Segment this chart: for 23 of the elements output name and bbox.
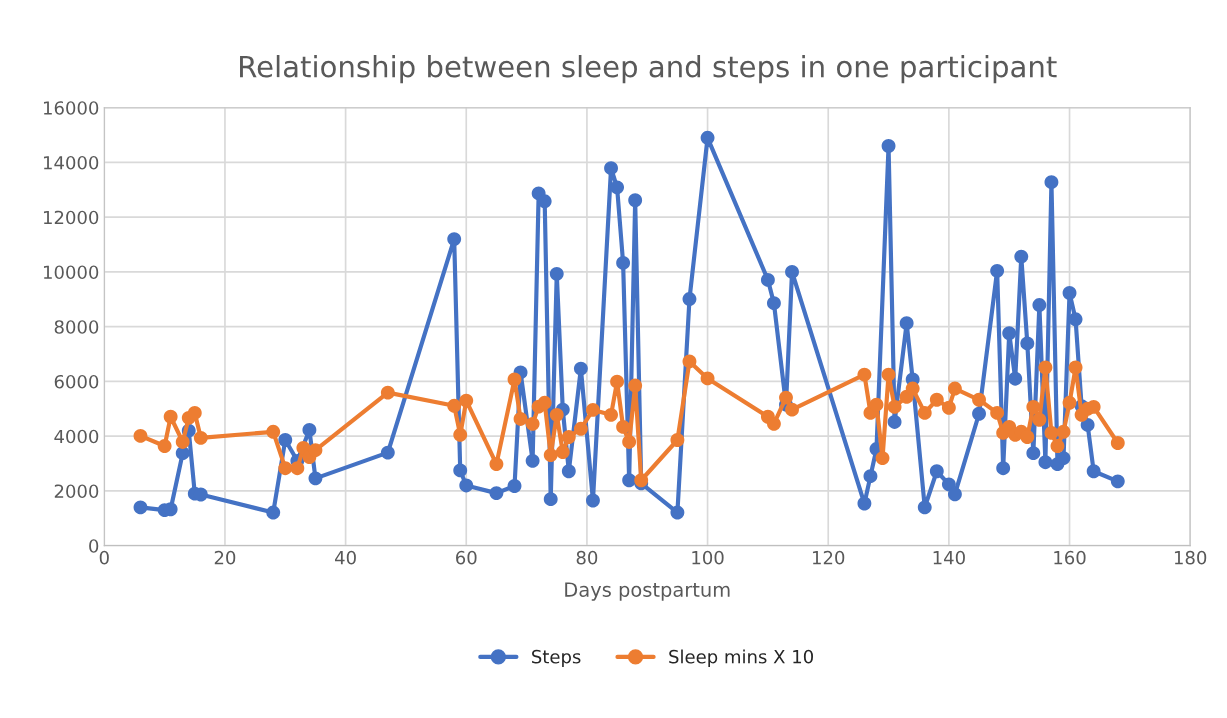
x-tick-label: 60 (456, 550, 477, 565)
y-tick-label: 4000 (54, 429, 99, 444)
x-tick-label: 140 (933, 550, 965, 565)
y-tick-label: 14000 (43, 155, 99, 170)
x-tick-label: 120 (812, 550, 845, 565)
y-tick-label: 2000 (54, 484, 99, 499)
y-tick-label: 0 (89, 539, 99, 553)
y-tick-label: 16000 (43, 101, 99, 115)
legend-label: Steps (532, 649, 581, 667)
x-tick-label: 20 (214, 550, 236, 565)
y-tick-label: 12000 (43, 210, 99, 225)
y-tick-label: 10000 (43, 265, 99, 280)
x-tick-label: 0 (99, 550, 109, 565)
x-axis-title: Days postpartum (565, 582, 730, 601)
y-tick-label: 6000 (54, 374, 99, 389)
x-tick-label: 180 (1174, 550, 1207, 565)
x-tick-label: 160 (1054, 550, 1086, 565)
y-tick-label: 8000 (54, 320, 99, 334)
chart-title: Relationship between sleep and steps in one participant (240, 54, 1057, 84)
x-tick-label: 40 (335, 550, 356, 565)
legend-label: Sleep mins X 10 (669, 649, 813, 667)
x-tick-label: 80 (576, 550, 598, 565)
x-tick-label: 100 (692, 550, 724, 565)
